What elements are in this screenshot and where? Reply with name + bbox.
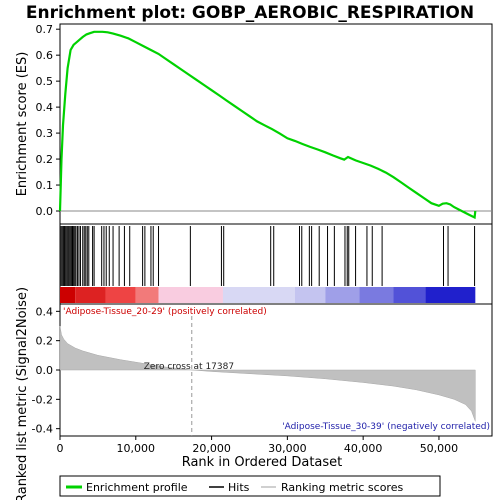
zero-cross-label: Zero cross at 17387 [144,362,234,372]
ranking-y-tick-label: 0.2 [36,335,54,348]
negative-correlation-label: 'Adipose-Tissue_30-39' (negatively corre… [282,422,490,432]
legend-hits-label: Hits [228,481,250,494]
x-tick-label: 20,000 [192,442,231,455]
es-y-tick-label: 0.4 [36,101,54,114]
legend: Enrichment profile Hits Ranking metric s… [59,475,441,497]
chart-title: Enrichment plot: GOBP_AEROBIC_RESPIRATIO… [26,3,474,23]
es-y-tick-label: 0.7 [36,23,54,36]
legend-ranking-label: Ranking metric scores [281,481,403,494]
x-axis-label: Rank in Ordered Dataset [182,455,343,470]
ranking-y-tick-label: 0.4 [36,305,54,318]
es-y-tick-label: 0.2 [36,153,54,166]
heatmap-segment [135,287,159,303]
x-tick-label: 10,000 [117,442,156,455]
positive-correlation-label: 'Adipose-Tissue_20-29' (positively corre… [63,307,267,317]
x-axis-ticks: 0 10,000 20,000 30,000 40,000 50,000 [57,436,459,455]
enrichment-panel-frame [59,23,493,225]
heatmap-segment [294,287,326,303]
es-y-tick-label: 0.5 [36,75,54,88]
rank-heatmap-bar [60,287,476,303]
x-tick-label: 50,000 [420,442,459,455]
es-y-ticks: 0.0 0.1 0.2 0.3 0.4 0.5 0.6 0.7 [36,23,60,218]
heatmap-segment [359,287,394,303]
heatmap-segment [75,287,106,303]
heatmap-segment [60,287,76,303]
heatmap-segment [393,287,426,303]
hit-markers [60,226,476,286]
heatmap-segment [222,287,295,303]
es-y-axis-label: Enrichment score (ES) [15,52,30,197]
x-tick-label: 40,000 [344,442,383,455]
ranking-y-tick-label: -0.2 [32,393,53,406]
ranking-y-ticks: -0.4 -0.2 0.0 0.2 0.4 [32,305,60,436]
enrichment-profile-line [58,30,477,220]
ranking-y-axis-label: Ranked list metric (Signal2Noise) [15,287,30,500]
heatmap-segment [105,287,136,303]
ranking-y-tick-label: 0.0 [36,364,54,377]
legend-enrichment-label: Enrichment profile [86,481,188,494]
heatmap-segment [158,287,223,303]
es-y-tick-label: 0.0 [36,205,54,218]
heatmap-segment [425,287,476,303]
x-tick-label: 0 [57,442,64,455]
x-tick-label: 30,000 [268,442,307,455]
es-y-tick-label: 0.3 [36,127,54,140]
legend-box [59,475,441,497]
es-y-tick-label: 0.6 [36,49,54,62]
es-y-tick-label: 0.1 [36,179,54,192]
ranking-metric-area [59,325,476,422]
heatmap-segment [325,287,360,303]
ranking-y-tick-label: -0.4 [32,423,53,436]
